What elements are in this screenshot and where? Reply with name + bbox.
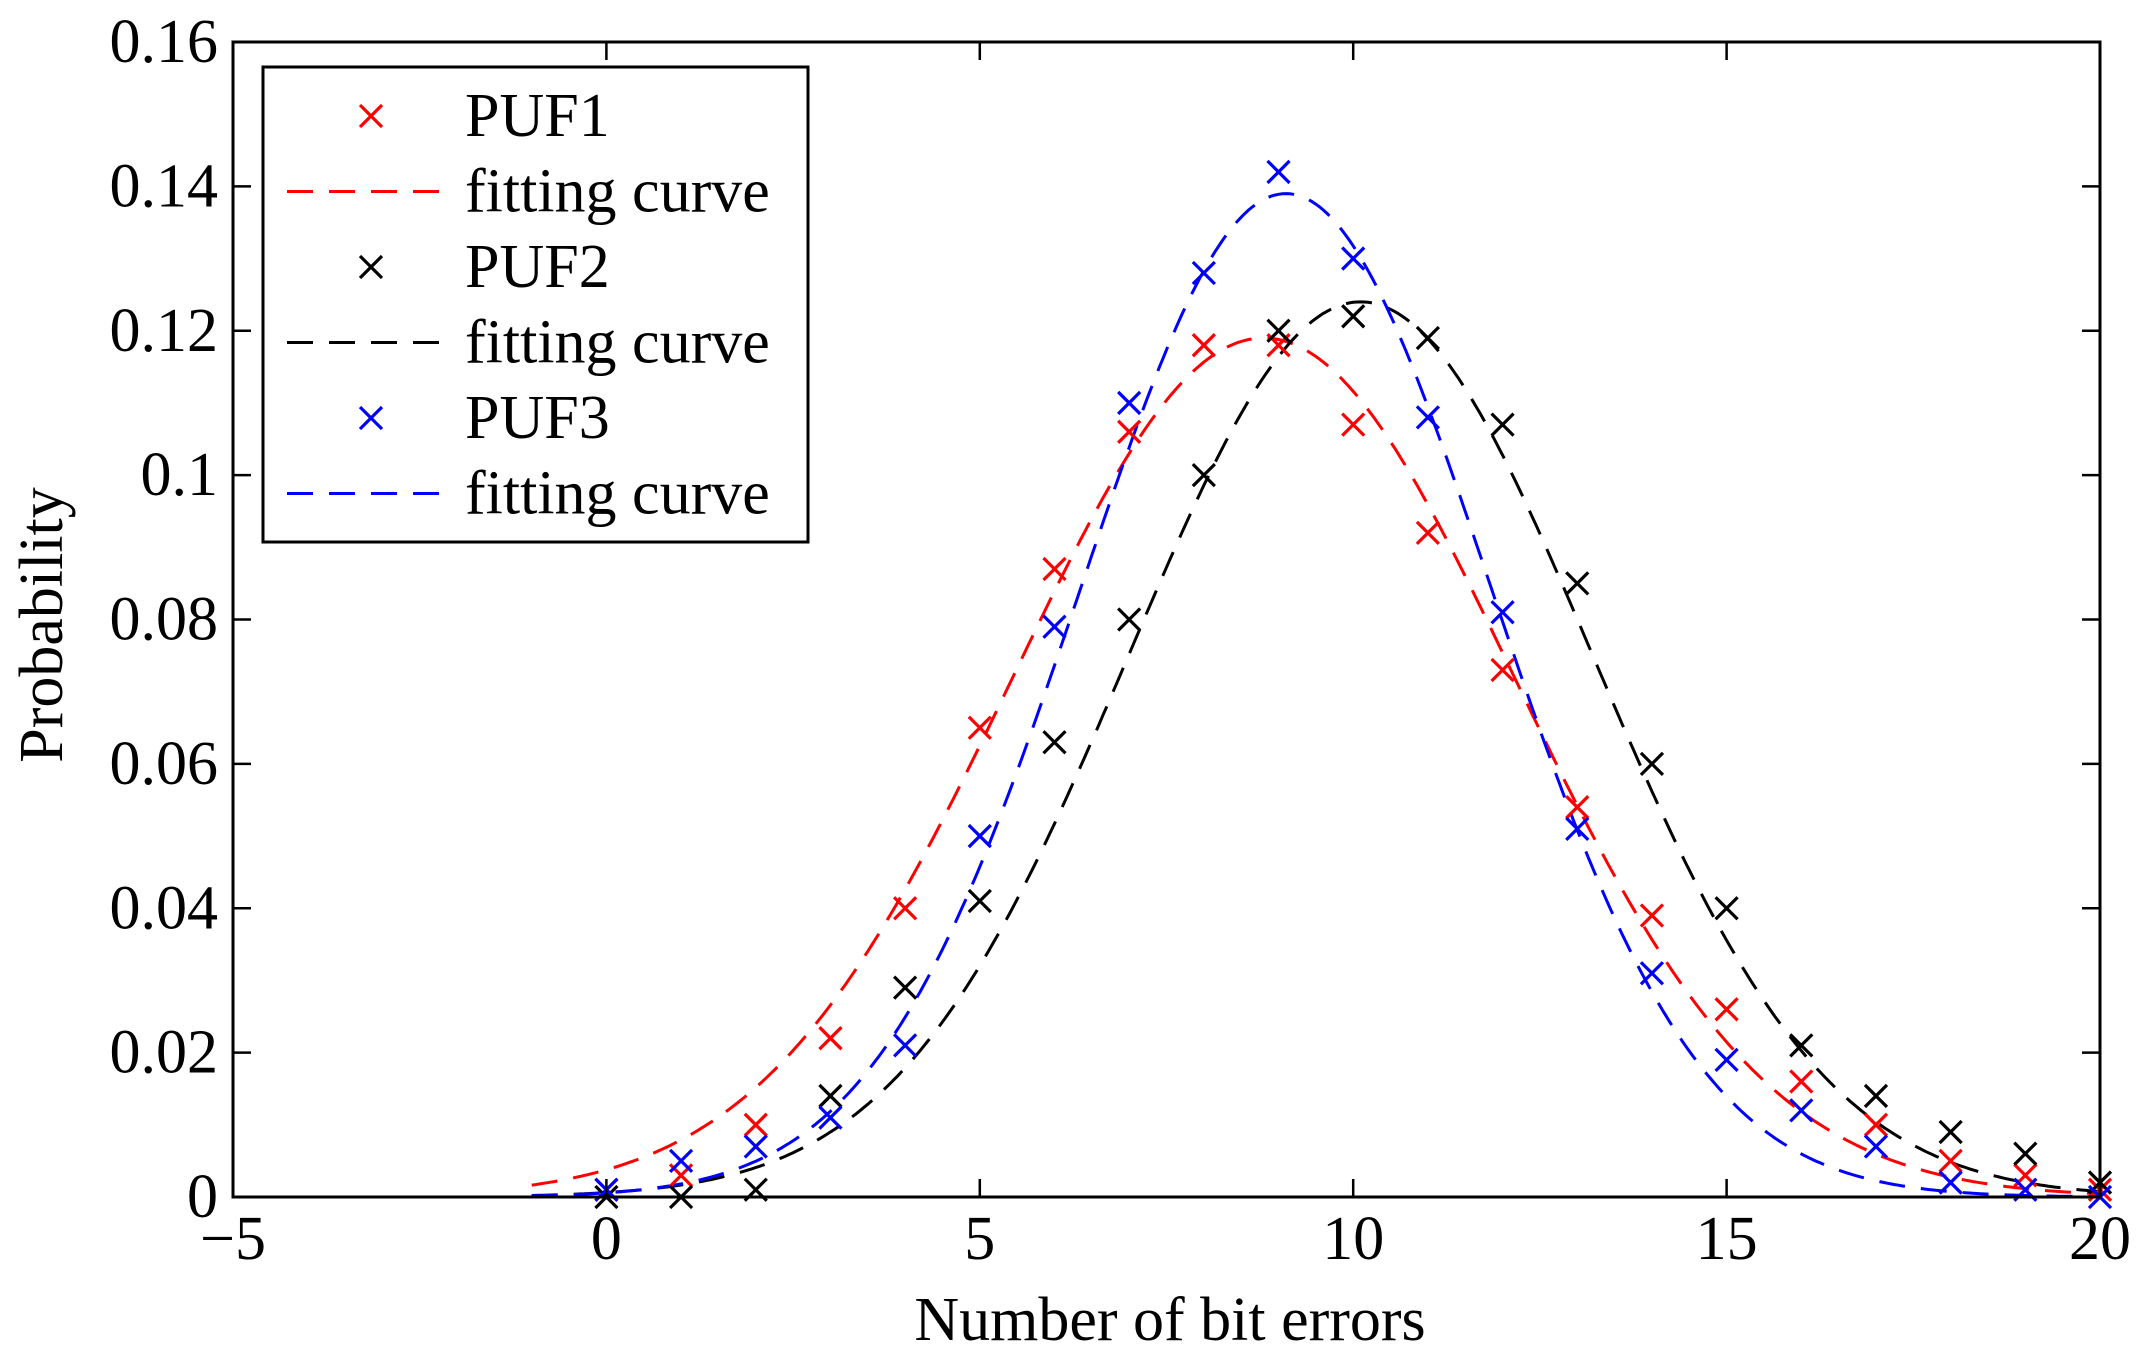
- marker-puf2-12: [1490, 412, 1515, 437]
- y-tick-label: 0.12: [110, 297, 219, 365]
- x-tick-label: 15: [1696, 1205, 1758, 1273]
- marker-puf1-11: [1415, 520, 1441, 546]
- axes: −5 0 5 10 15 2000.020.040.060.080.10.120.140.…: [110, 8, 2132, 1273]
- marker-puf3-9: [1266, 159, 1291, 185]
- marker-puf2-11: [1415, 325, 1441, 351]
- legend-marker-4: [358, 405, 384, 431]
- marker-puf1-12: [1490, 657, 1515, 683]
- fit-curve-puf1: [531, 336, 2101, 1196]
- legend-label-5: fitting curve: [465, 460, 770, 528]
- marker-puf1-8: [1191, 333, 1216, 358]
- marker-puf2-4: [892, 975, 918, 1000]
- y-tick-label: 0.08: [110, 586, 219, 654]
- marker-puf1-10: [1341, 412, 1366, 437]
- marker-puf3-14: [1639, 961, 1665, 986]
- marker-puf3-17: [1863, 1134, 1889, 1159]
- x-tick-label: −5: [200, 1205, 266, 1273]
- marker-puf2-8: [1191, 462, 1216, 488]
- marker-puf3-10: [1341, 246, 1366, 271]
- marker-puf1-18: [1938, 1148, 1963, 1174]
- marker-puf3-11: [1415, 405, 1441, 430]
- marker-puf1-13: [1565, 795, 1590, 820]
- y-tick-label: 0.16: [110, 8, 219, 76]
- marker-puf3-13: [1565, 816, 1590, 841]
- marker-puf2-14: [1639, 751, 1665, 777]
- legend-label-3: fitting curve: [465, 309, 770, 377]
- legend-box: [261, 65, 810, 544]
- marker-puf2-18: [1938, 1119, 1963, 1145]
- marker-puf2-10: [1341, 304, 1366, 329]
- legend-marker-2: [358, 254, 384, 280]
- marker-puf3-16: [1789, 1098, 1814, 1123]
- marker-puf2-15: [1714, 896, 1739, 921]
- y-tick-label: 0.06: [110, 730, 219, 798]
- marker-puf3-18: [1938, 1170, 1963, 1195]
- fit-curve-puf2: [531, 300, 2101, 1197]
- fitting-curves: [531, 192, 2101, 1199]
- marker-puf1-2: [743, 1112, 768, 1137]
- marker-puf3-15: [1714, 1047, 1739, 1072]
- y-tick-label: 0.1: [141, 441, 219, 509]
- legend-label-1: fitting curve: [465, 158, 770, 226]
- marker-puf1-3: [818, 1026, 843, 1051]
- marker-puf2-3: [818, 1083, 843, 1109]
- marker-puf3-5: [967, 823, 992, 849]
- marker-puf2-9: [1266, 318, 1291, 343]
- marker-puf1-6: [1042, 556, 1067, 582]
- marker-puf2-13: [1565, 571, 1590, 596]
- marker-puf1-4: [892, 896, 918, 921]
- y-axis-label: Probability: [8, 487, 76, 763]
- marker-puf1-17: [1863, 1112, 1889, 1137]
- marker-puf2-5: [967, 888, 992, 914]
- marker-puf1-15: [1714, 997, 1739, 1022]
- y-tick-label: 0.02: [110, 1019, 219, 1087]
- marker-puf2-17: [1863, 1083, 1889, 1109]
- marker-puf3-12: [1490, 600, 1515, 625]
- marker-puf1-16: [1789, 1069, 1814, 1094]
- marker-puf2-16: [1789, 1033, 1814, 1058]
- marker-puf2-7: [1117, 607, 1142, 632]
- legend-label-4: PUF3: [465, 384, 610, 452]
- marker-puf3-3: [818, 1105, 843, 1130]
- marker-puf3-6: [1042, 614, 1067, 639]
- y-tick-label: 0.04: [110, 874, 219, 942]
- x-tick-label: 20: [2069, 1205, 2131, 1273]
- x-tick-label: 10: [1322, 1205, 1384, 1273]
- marker-puf3-1: [668, 1148, 694, 1174]
- x-tick-label: 5: [964, 1205, 995, 1273]
- marker-puf2-6: [1042, 730, 1067, 755]
- marker-puf2-19: [2013, 1141, 2038, 1166]
- y-tick-label: 0.14: [110, 152, 219, 220]
- legend-marker-0: [358, 103, 384, 129]
- marker-puf3-8: [1191, 260, 1216, 286]
- fit-curve-puf3: [531, 192, 2100, 1199]
- x-tick-label: 0: [591, 1205, 622, 1273]
- marker-puf3-2: [743, 1134, 768, 1159]
- data-markers: [594, 159, 2113, 1210]
- legend-label-0: PUF1: [465, 82, 610, 150]
- legend: PUF1 fitting curve PUF2 fitting curve PUF3 fi…: [261, 65, 810, 544]
- marker-puf1-5: [967, 715, 992, 740]
- marker-puf3-7: [1117, 390, 1142, 416]
- marker-puf1-14: [1639, 903, 1665, 928]
- marker-puf1-7: [1117, 419, 1142, 444]
- marker-puf3-4: [892, 1033, 918, 1058]
- x-axis-label: Number of bit errors: [914, 1286, 1425, 1353]
- legend-label-2: PUF2: [465, 233, 610, 301]
- y-tick-label: 0: [187, 1163, 218, 1231]
